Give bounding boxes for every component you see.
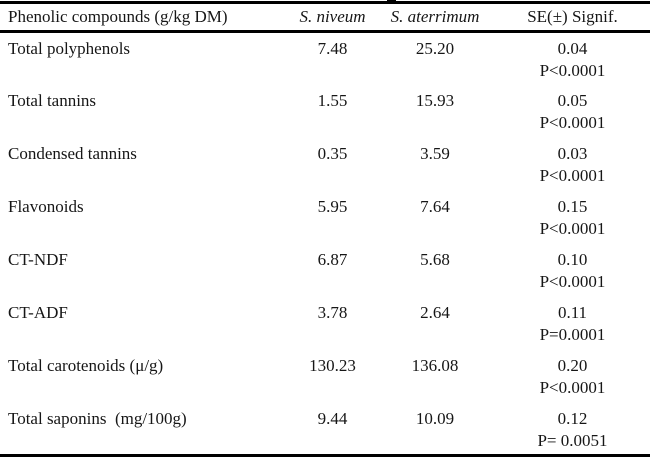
table-row-flavonoids: Flavonoids 5.95 7.64 0.15 P<0.0001 xyxy=(0,191,650,244)
row-label: Total saponins (mg/100g) xyxy=(8,408,187,428)
col-header-phenolic-compounds: Phenolic compounds (g/kg DM) xyxy=(0,2,290,33)
signif-value: P<0.0001 xyxy=(539,377,606,397)
aterrimum-value: 3.59 xyxy=(420,143,450,163)
table-row-total-tannins: Total tannins 1.55 15.93 0.05 P<0.0001 xyxy=(0,85,650,138)
aterrimum-value: 2.64 xyxy=(420,302,450,322)
col-header-se-signif: SE(±) Signif. xyxy=(495,2,650,33)
se-signif-cell: 0.15 P<0.0001 xyxy=(495,191,650,244)
table-header: Phenolic compounds (g/kg DM) S. niveum S… xyxy=(0,2,650,33)
aterrimum-value: 136.08 xyxy=(411,355,459,375)
table-row-total-saponins: Total saponins (mg/100g) 9.44 10.09 0.12… xyxy=(0,403,650,456)
signif-value: P<0.0001 xyxy=(539,218,606,238)
signif-value: P= 0.0051 xyxy=(537,430,608,450)
col-header-s-niveum: S. niveum xyxy=(290,2,375,33)
se-value: 0.10 xyxy=(557,249,588,269)
aterrimum-value: 7.64 xyxy=(420,196,450,216)
niveum-value: 7.48 xyxy=(317,39,348,58)
se-value: 0.03 xyxy=(557,143,588,163)
table-row-total-polyphenols: Total polyphenols 7.48 25.20 0.04 P<0.00… xyxy=(0,32,650,85)
row-label: Total carotenoids (μ/g) xyxy=(8,355,164,375)
se-value: 0.05 xyxy=(557,90,588,110)
niveum-value: 5.95 xyxy=(317,196,348,216)
niveum-value: 130.23 xyxy=(309,355,356,375)
se-signif-cell: 0.10 P<0.0001 xyxy=(495,244,650,297)
se-signif-cell: 0.05 P<0.0001 xyxy=(495,85,650,138)
se-signif-cell: 0.04 P<0.0001 xyxy=(495,32,650,85)
col-header-s-aterrimum: S. aterrimum xyxy=(375,2,495,33)
niveum-value: 3.78 xyxy=(317,302,348,322)
phenolic-compounds-table: Phenolic compounds (g/kg DM) S. niveum S… xyxy=(0,1,650,457)
niveum-value: 9.44 xyxy=(317,408,348,428)
se-value: 0.12 xyxy=(557,408,588,428)
se-signif-cell: 0.03 P<0.0001 xyxy=(495,138,650,191)
se-signif-cell: 0.11 P=0.0001 xyxy=(495,297,650,350)
table-row-ct-adf: CT-ADF 3.78 2.64 0.11 P=0.0001 xyxy=(0,297,650,350)
row-label: Condensed tannins xyxy=(8,143,137,163)
row-label: CT-NDF xyxy=(8,249,68,269)
niveum-value: 1.55 xyxy=(317,90,348,110)
se-value: 0.20 xyxy=(557,355,588,375)
aterrimum-value: 5.68 xyxy=(420,249,450,269)
header-row: Phenolic compounds (g/kg DM) S. niveum S… xyxy=(0,2,650,33)
se-value: 0.15 xyxy=(557,196,588,216)
se-signif-cell: 0.20 P<0.0001 xyxy=(495,350,650,403)
signif-value: P=0.0001 xyxy=(539,324,606,344)
se-value: 0.11 xyxy=(557,302,588,322)
table-row-condensed-tannins: Condensed tannins 0.35 3.59 0.03 P<0.000… xyxy=(0,138,650,191)
table-row-ct-ndf: CT-NDF 6.87 5.68 0.10 P<0.0001 xyxy=(0,244,650,297)
aterrimum-value: 15.93 xyxy=(415,90,455,110)
row-label: CT-ADF xyxy=(8,302,68,322)
aterrimum-value: 25.20 xyxy=(415,39,455,58)
niveum-value: 6.87 xyxy=(317,249,348,269)
signif-value: P<0.0001 xyxy=(539,61,606,80)
row-label: Flavonoids xyxy=(8,196,84,216)
se-signif-cell: 0.12 P= 0.0051 xyxy=(495,403,650,456)
aterrimum-value: 10.09 xyxy=(415,408,455,428)
signif-value: P<0.0001 xyxy=(539,271,606,291)
signif-value: P<0.0001 xyxy=(539,165,606,185)
table-row-total-carotenoids: Total carotenoids (μ/g) 130.23 136.08 0.… xyxy=(0,350,650,403)
table-body: Total polyphenols 7.48 25.20 0.04 P<0.00… xyxy=(0,32,650,456)
se-value: 0.04 xyxy=(557,39,588,58)
row-label: Total tannins xyxy=(8,90,97,110)
niveum-value: 0.35 xyxy=(317,143,348,163)
signif-value: P<0.0001 xyxy=(539,112,606,132)
row-label: Total polyphenols xyxy=(8,39,131,58)
